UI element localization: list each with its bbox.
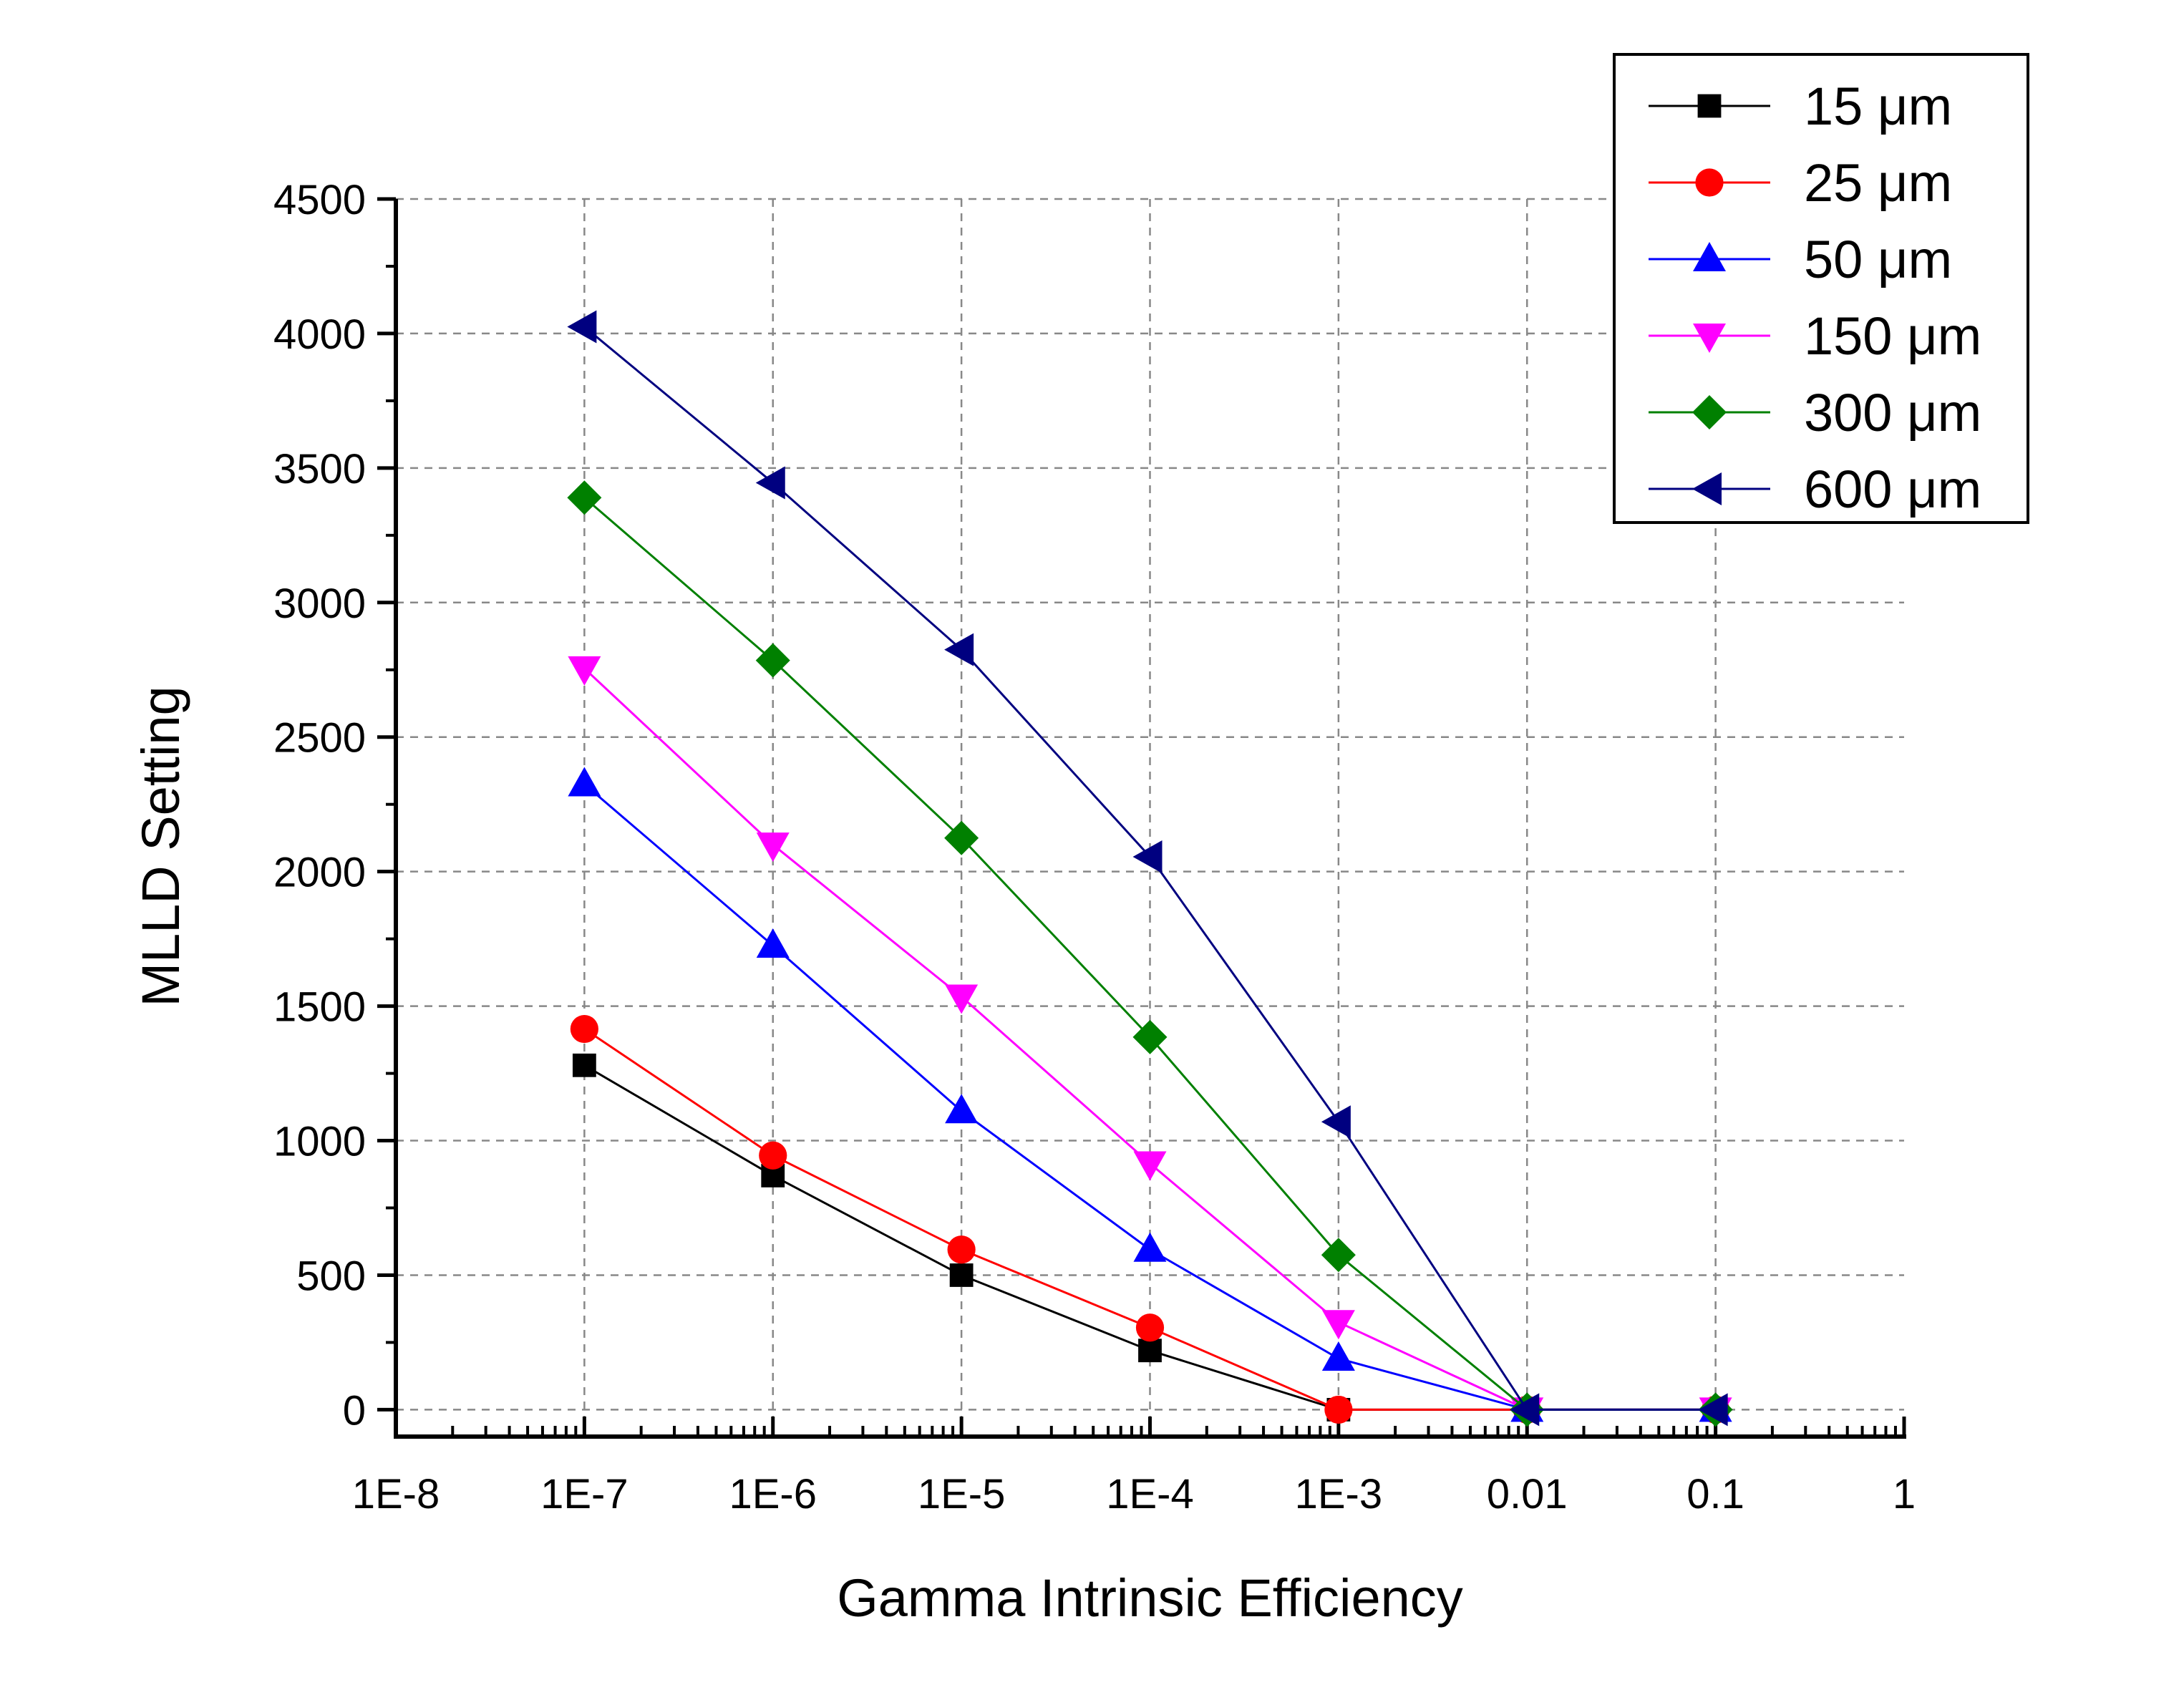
y-tick-label: 3000 xyxy=(273,581,366,627)
y-tick-label: 2500 xyxy=(273,715,366,762)
y-tick-label: 500 xyxy=(296,1253,366,1299)
data-point xyxy=(1324,1395,1353,1424)
legend-label: 15 μm xyxy=(1804,77,1952,136)
legend-label: 25 μm xyxy=(1804,153,1952,213)
x-tick-label: 1E-5 xyxy=(918,1471,1006,1517)
x-tick-label: 0.01 xyxy=(1487,1471,1568,1517)
x-tick-label: 1 xyxy=(1893,1471,1916,1517)
data-point xyxy=(1133,1232,1167,1262)
series-300-m xyxy=(567,480,1733,1427)
legend-box xyxy=(1613,53,2029,524)
data-point xyxy=(567,480,602,515)
data-point xyxy=(945,984,979,1014)
y-tick-label: 1000 xyxy=(273,1119,366,1165)
data-point xyxy=(568,656,601,686)
legend-marker xyxy=(1693,324,1726,353)
y-tick-label: 4000 xyxy=(273,311,366,358)
data-point xyxy=(949,1263,974,1287)
data-point xyxy=(1698,1393,1728,1427)
data-point xyxy=(1138,1339,1162,1363)
y-tick-label: 0 xyxy=(343,1387,366,1434)
y-axis-title: MLLD Setting xyxy=(131,686,190,1006)
legend-item-150-m: 150 μm xyxy=(1649,306,1981,366)
data-point xyxy=(944,820,979,855)
axes: 0 500 1000 1500 2000 2500 3000 3500 4000 4500 1E-8… xyxy=(273,177,1916,1517)
data-point xyxy=(1132,1019,1168,1054)
legend-label: 600 μm xyxy=(1804,460,1981,519)
data-point xyxy=(1135,1313,1165,1342)
data-point xyxy=(756,832,790,863)
y-tick-label: 1500 xyxy=(273,984,366,1031)
data-point xyxy=(567,310,597,344)
legend-marker xyxy=(1693,242,1726,271)
plot-series xyxy=(567,310,1733,1427)
x-tick-label: 1E-6 xyxy=(729,1471,817,1517)
data-point xyxy=(1321,1310,1355,1340)
legend-item-600-m: 600 μm xyxy=(1649,460,1981,519)
legend-marker xyxy=(1695,168,1724,197)
series-600-m xyxy=(567,310,1728,1427)
legend-label: 50 μm xyxy=(1804,230,1952,289)
data-point xyxy=(947,1235,976,1264)
legend-label: 150 μm xyxy=(1804,306,1981,366)
x-axis-title: Gamma Intrinsic Efficiency xyxy=(837,1568,1463,1628)
data-point xyxy=(756,928,790,958)
x-tick-label: 0.1 xyxy=(1686,1471,1744,1517)
legend-item-25-m: 25 μm xyxy=(1649,153,1952,213)
y-tick-label: 4500 xyxy=(273,177,366,223)
x-tick-label: 1E-8 xyxy=(352,1471,440,1517)
data-point xyxy=(755,466,785,500)
data-point xyxy=(570,1014,598,1044)
data-point xyxy=(755,643,790,678)
legend-marker xyxy=(1692,395,1727,429)
x-tick-label: 1E-7 xyxy=(540,1471,628,1517)
data-point xyxy=(568,767,601,797)
x-tick-label: 1E-4 xyxy=(1106,1471,1194,1517)
legend-marker xyxy=(1692,472,1722,505)
legend-label: 300 μm xyxy=(1804,383,1981,442)
data-point xyxy=(944,633,974,666)
data-point xyxy=(1321,1341,1355,1371)
data-point xyxy=(1321,1105,1351,1139)
data-point xyxy=(572,1053,596,1077)
legend-marker xyxy=(1697,94,1722,118)
legend: 15 μm 25 μm 50 μm 150 μm 300 μm 600 μm xyxy=(1613,53,2029,524)
data-point xyxy=(1132,840,1163,874)
legend-item-50-m: 50 μm xyxy=(1649,230,1952,289)
legend-item-300-m: 300 μm xyxy=(1649,383,1981,442)
data-point xyxy=(759,1141,787,1170)
x-tick-label: 1E-3 xyxy=(1295,1471,1383,1517)
data-point xyxy=(945,1094,979,1124)
data-point xyxy=(1510,1393,1540,1427)
y-tick-label: 3500 xyxy=(273,446,366,492)
legend-item-15-m: 15 μm xyxy=(1649,77,1952,136)
y-tick-label: 2000 xyxy=(273,850,366,896)
data-point xyxy=(1133,1151,1167,1181)
data-point xyxy=(1321,1238,1356,1273)
